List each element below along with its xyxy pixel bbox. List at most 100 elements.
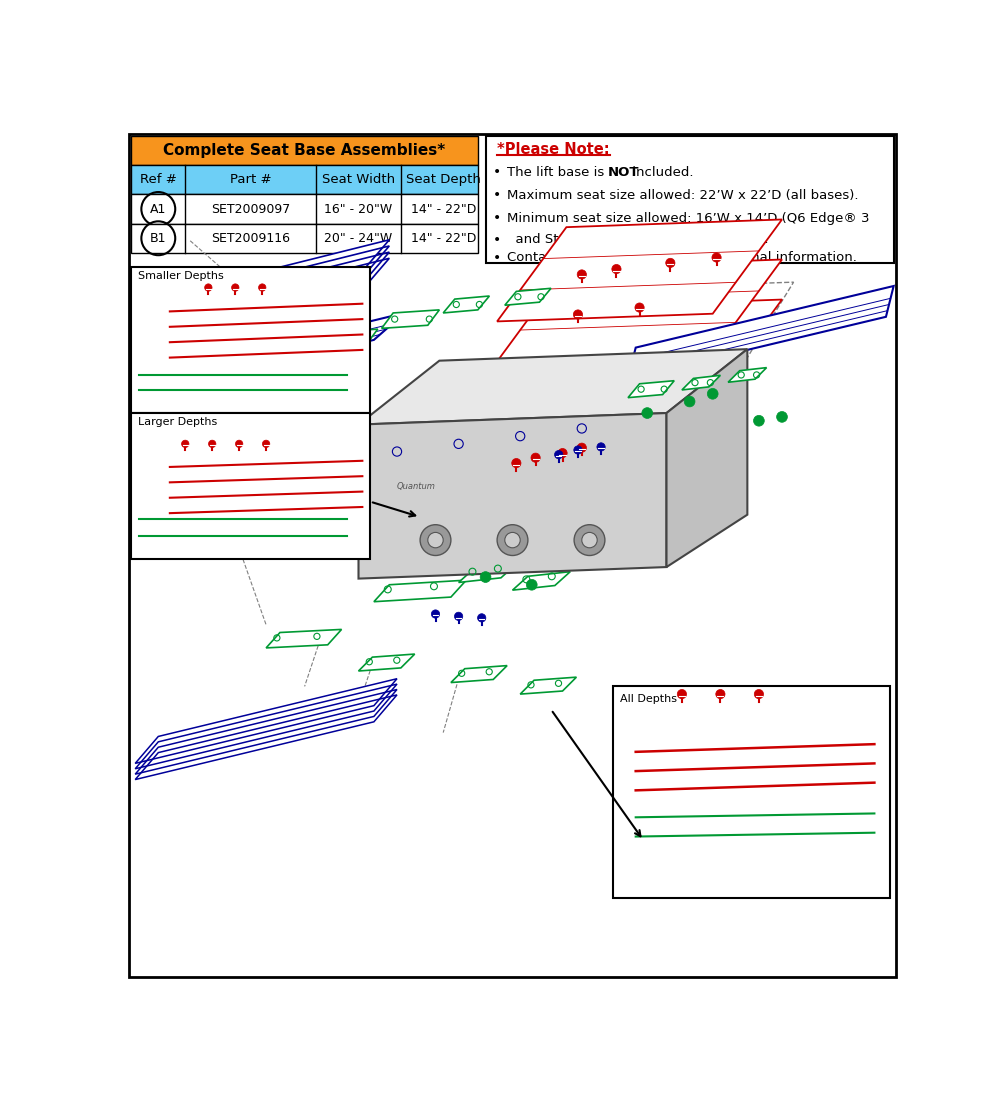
Circle shape — [574, 525, 605, 556]
Circle shape — [577, 443, 586, 452]
Circle shape — [497, 525, 528, 556]
Circle shape — [209, 440, 216, 448]
Polygon shape — [358, 654, 415, 671]
Circle shape — [558, 449, 567, 458]
Polygon shape — [497, 299, 782, 402]
Polygon shape — [135, 312, 405, 397]
Circle shape — [712, 253, 721, 262]
Polygon shape — [382, 310, 439, 328]
Text: Maximum seat size allowed: 22’W x 22’D (all bases).: Maximum seat size allowed: 22’W x 22’D (… — [507, 188, 859, 201]
Text: 16" - 20"W: 16" - 20"W — [324, 202, 393, 216]
Circle shape — [478, 614, 486, 622]
Text: Quantum: Quantum — [397, 482, 436, 491]
Text: included.: included. — [628, 165, 694, 178]
Text: Complete Seat Base Assemblies*: Complete Seat Base Assemblies* — [163, 143, 446, 158]
Polygon shape — [135, 679, 397, 763]
Circle shape — [232, 284, 239, 292]
Text: B1: B1 — [150, 232, 167, 245]
Circle shape — [182, 440, 189, 448]
Circle shape — [707, 388, 718, 399]
Circle shape — [754, 416, 764, 426]
Text: Smaller Depths: Smaller Depths — [138, 271, 223, 281]
FancyBboxPatch shape — [613, 686, 890, 898]
Text: •: • — [493, 188, 502, 202]
Circle shape — [677, 690, 687, 698]
Text: •: • — [493, 211, 502, 226]
Circle shape — [526, 580, 537, 590]
Polygon shape — [135, 240, 389, 324]
Polygon shape — [443, 296, 489, 312]
Polygon shape — [358, 412, 666, 579]
Polygon shape — [666, 349, 747, 568]
Circle shape — [249, 439, 260, 449]
Circle shape — [684, 396, 695, 407]
Circle shape — [505, 532, 520, 548]
Text: Seat Width: Seat Width — [322, 173, 395, 186]
Polygon shape — [243, 534, 335, 556]
FancyBboxPatch shape — [131, 414, 370, 559]
Text: The lift base is: The lift base is — [507, 165, 609, 178]
Text: *Please Note:: *Please Note: — [497, 142, 610, 157]
Circle shape — [582, 532, 597, 548]
FancyBboxPatch shape — [131, 136, 478, 165]
Circle shape — [754, 690, 764, 698]
Circle shape — [574, 446, 582, 454]
Polygon shape — [520, 678, 576, 694]
Polygon shape — [343, 394, 728, 486]
Polygon shape — [451, 410, 709, 486]
Polygon shape — [451, 449, 709, 525]
Polygon shape — [682, 375, 720, 389]
Circle shape — [428, 532, 443, 548]
Text: All Depths: All Depths — [620, 694, 677, 704]
Circle shape — [480, 572, 491, 583]
Text: and Stretto) 16’W x 15’D (4Front® 2).: and Stretto) 16’W x 15’D (4Front® 2). — [507, 233, 769, 246]
Polygon shape — [358, 349, 747, 425]
Polygon shape — [459, 564, 516, 583]
Circle shape — [577, 270, 586, 279]
Circle shape — [512, 459, 521, 468]
Text: Seat Depth: Seat Depth — [406, 173, 481, 186]
Text: •: • — [493, 233, 502, 246]
Circle shape — [573, 310, 583, 319]
Circle shape — [431, 609, 440, 618]
Circle shape — [777, 411, 787, 422]
Circle shape — [420, 525, 451, 556]
Circle shape — [276, 450, 287, 461]
Polygon shape — [320, 329, 378, 348]
Polygon shape — [728, 367, 767, 383]
Text: A1: A1 — [150, 202, 166, 216]
Circle shape — [235, 440, 243, 448]
Text: 20" - 24"W: 20" - 24"W — [324, 232, 393, 245]
Circle shape — [612, 264, 621, 274]
Text: Part #: Part # — [230, 173, 272, 186]
Circle shape — [642, 408, 653, 418]
Polygon shape — [628, 381, 674, 397]
Circle shape — [531, 453, 540, 462]
Circle shape — [635, 302, 644, 312]
Circle shape — [205, 284, 212, 292]
Circle shape — [262, 440, 270, 448]
Text: 14" - 22"D: 14" - 22"D — [411, 202, 476, 216]
Circle shape — [454, 613, 463, 620]
Text: •: • — [493, 251, 502, 264]
Circle shape — [259, 284, 266, 292]
FancyBboxPatch shape — [131, 267, 370, 414]
Polygon shape — [497, 260, 782, 362]
Text: Minimum seat size allowed: 16’W x 14’D (Q6 Edge® 3: Minimum seat size allowed: 16’W x 14’D (… — [507, 211, 870, 224]
Circle shape — [555, 451, 563, 459]
Circle shape — [716, 690, 725, 698]
FancyBboxPatch shape — [131, 195, 478, 223]
Polygon shape — [505, 288, 551, 305]
FancyBboxPatch shape — [486, 136, 894, 263]
FancyBboxPatch shape — [131, 165, 478, 195]
Text: SET2009097: SET2009097 — [211, 202, 290, 216]
Text: Contact Technical Service for additional information.: Contact Technical Service for additional… — [507, 251, 857, 264]
Text: Ref #: Ref # — [140, 173, 177, 186]
FancyBboxPatch shape — [131, 223, 478, 253]
Polygon shape — [451, 666, 507, 682]
Text: •: • — [493, 165, 502, 179]
Polygon shape — [266, 629, 342, 648]
Circle shape — [597, 443, 605, 451]
Polygon shape — [628, 286, 894, 378]
Polygon shape — [512, 572, 570, 590]
